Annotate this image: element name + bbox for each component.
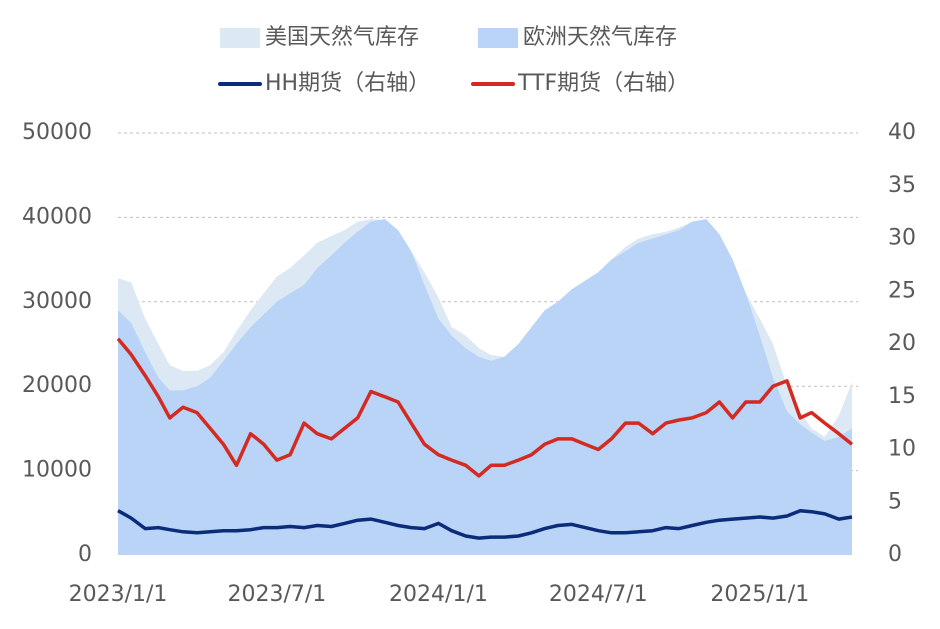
legend-label: 美国天然气库存 <box>265 25 419 50</box>
x-tick-label: 2023/1/1 <box>69 582 168 607</box>
y2-tick-label: 15 <box>888 384 916 409</box>
legend-swatch <box>220 28 260 48</box>
y-tick-label: 0 <box>78 542 92 567</box>
area <box>118 219 852 555</box>
y2-tick-label: 25 <box>888 278 916 303</box>
x-tick-label: 2025/1/1 <box>710 582 809 607</box>
y-tick-label: 20000 <box>22 373 92 398</box>
y-tick-label: 30000 <box>22 289 92 314</box>
legend-swatch <box>478 28 518 48</box>
y2-tick-label: 0 <box>888 542 902 567</box>
y2-tick-label: 5 <box>888 489 902 514</box>
line <box>117 508 853 540</box>
y2-tick-label: 40 <box>888 120 916 145</box>
x-tick-label: 2024/1/1 <box>389 582 488 607</box>
legend-label: HH期货（右轴） <box>265 71 430 96</box>
line <box>116 337 854 478</box>
legend-label: 欧洲天然气库存 <box>523 25 677 50</box>
y2-tick-label: 10 <box>888 437 916 462</box>
y2-tick-label: 20 <box>888 331 916 356</box>
y-tick-label: 10000 <box>22 458 92 483</box>
y2-tick-label: 35 <box>888 173 916 198</box>
y-tick-label: 40000 <box>22 204 92 229</box>
y-tick-label: 50000 <box>22 120 92 145</box>
x-tick-label: 2024/7/1 <box>549 582 648 607</box>
legend-label: TTF期货（右轴） <box>517 71 689 96</box>
x-tick-label: 2023/7/1 <box>228 582 327 607</box>
y2-tick-label: 30 <box>888 226 916 251</box>
